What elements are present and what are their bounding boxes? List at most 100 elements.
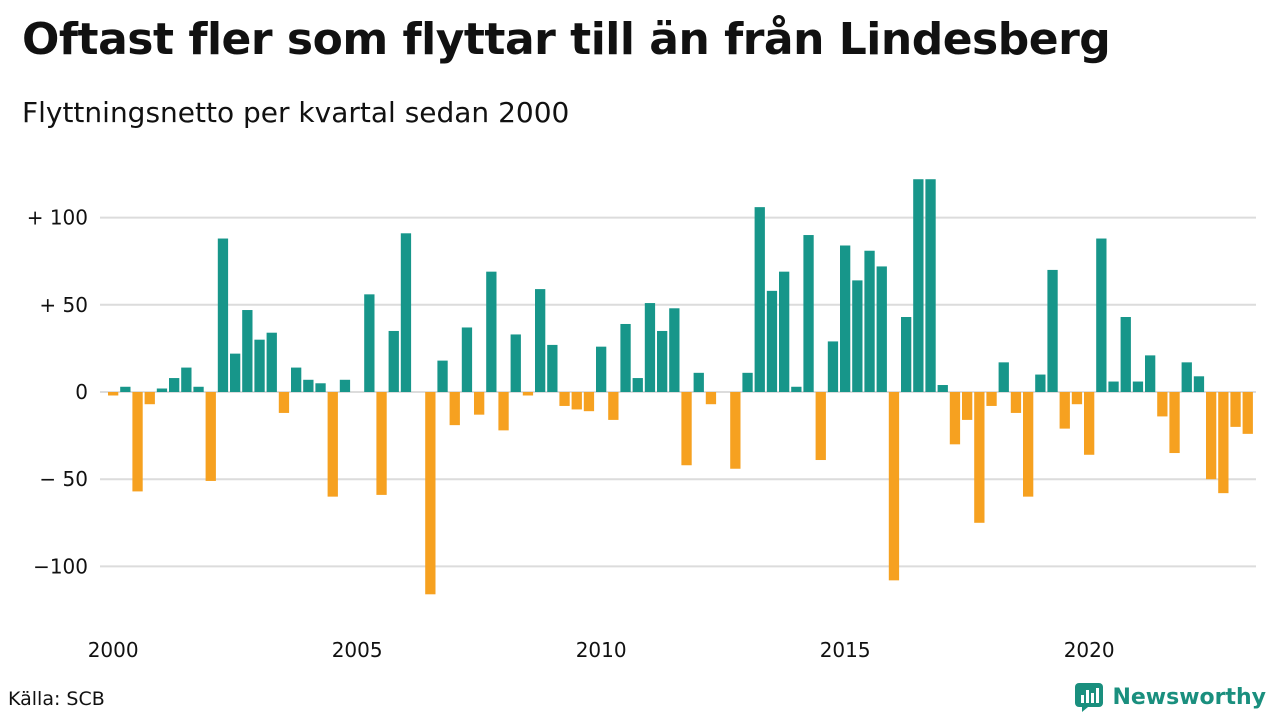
bar bbox=[1230, 392, 1241, 427]
bar bbox=[827, 341, 839, 392]
bar bbox=[339, 379, 351, 392]
bar bbox=[901, 317, 912, 392]
bar bbox=[1047, 269, 1058, 392]
bar bbox=[864, 250, 875, 392]
bar bbox=[730, 392, 741, 469]
chart-title: Oftast fler som flyttar till än från Lin… bbox=[22, 14, 1111, 65]
bar bbox=[535, 289, 546, 392]
bar bbox=[230, 353, 241, 392]
bar bbox=[949, 392, 961, 445]
bar bbox=[657, 330, 668, 392]
bar bbox=[108, 392, 119, 396]
bar bbox=[242, 310, 253, 392]
bar bbox=[217, 238, 229, 392]
bar bbox=[1145, 355, 1156, 392]
bar bbox=[1071, 392, 1083, 405]
bar bbox=[876, 266, 887, 392]
bar bbox=[742, 372, 753, 392]
bar bbox=[1035, 374, 1046, 392]
y-tick-label: 0 bbox=[75, 380, 88, 404]
bar bbox=[1157, 392, 1168, 417]
bar bbox=[1132, 381, 1144, 392]
bar bbox=[766, 290, 778, 392]
bar bbox=[998, 362, 1009, 392]
bar bbox=[1181, 362, 1192, 392]
bar bbox=[205, 392, 216, 481]
y-tick-label: + 50 bbox=[39, 293, 88, 317]
bar bbox=[937, 385, 948, 392]
brand-logo: Newsworthy bbox=[1074, 682, 1266, 712]
bar bbox=[986, 392, 997, 406]
bar bbox=[1023, 392, 1034, 497]
bar bbox=[193, 386, 204, 392]
x-tick-label: 2015 bbox=[820, 638, 871, 662]
bar bbox=[1218, 392, 1229, 494]
y-axis-ticks: + 100 + 50 0 − 50 −100 bbox=[27, 206, 88, 579]
bar bbox=[1120, 317, 1131, 392]
x-tick-label: 2000 bbox=[88, 638, 139, 662]
bar bbox=[840, 245, 851, 392]
bar bbox=[132, 392, 143, 492]
brand-name: Newsworthy bbox=[1112, 684, 1266, 710]
bar bbox=[1084, 392, 1095, 455]
bar bbox=[266, 332, 277, 392]
bar bbox=[632, 378, 643, 392]
x-tick-label: 2010 bbox=[576, 638, 627, 662]
bar bbox=[522, 392, 534, 396]
bar bbox=[815, 392, 826, 461]
bar bbox=[547, 344, 558, 392]
bar bbox=[962, 392, 973, 420]
bar bbox=[925, 179, 936, 392]
bar bbox=[1108, 381, 1119, 392]
bar bbox=[486, 271, 497, 392]
bar bbox=[559, 392, 570, 406]
bar bbox=[620, 323, 631, 392]
bar bbox=[181, 367, 192, 392]
bar bbox=[449, 392, 460, 426]
bar bbox=[913, 179, 924, 392]
bar bbox=[144, 392, 155, 405]
bar bbox=[644, 303, 656, 392]
bar bbox=[120, 386, 131, 392]
bar bbox=[791, 386, 802, 392]
source-label: Källa: SCB bbox=[8, 688, 105, 710]
bar bbox=[1059, 392, 1070, 429]
bar-chart: + 100 + 50 0 − 50 −100 2000 2005 2010 2015 2020 bbox=[27, 179, 1256, 662]
bar bbox=[1206, 392, 1217, 480]
bar bbox=[1169, 392, 1180, 454]
x-tick-label: 2020 bbox=[1064, 638, 1115, 662]
bar bbox=[583, 392, 595, 412]
bar bbox=[498, 392, 509, 431]
bar bbox=[754, 207, 765, 392]
bar bbox=[1096, 238, 1107, 392]
bar bbox=[681, 392, 692, 466]
y-tick-label: −100 bbox=[33, 554, 88, 578]
bar bbox=[315, 383, 326, 392]
bar bbox=[425, 392, 436, 595]
bar bbox=[437, 360, 448, 392]
bar bbox=[779, 271, 790, 392]
bar bbox=[571, 392, 582, 410]
chart-subtitle: Flyttningsnetto per kvartal sedan 2000 bbox=[22, 96, 570, 129]
bar bbox=[888, 392, 900, 581]
bar bbox=[364, 294, 375, 392]
bar bbox=[596, 346, 607, 392]
bar bbox=[974, 392, 985, 523]
bar bbox=[169, 378, 180, 392]
bar bbox=[291, 367, 302, 392]
bar bbox=[388, 330, 399, 392]
bar bbox=[156, 388, 168, 392]
newsworthy-logo-icon bbox=[1075, 683, 1104, 712]
bar bbox=[474, 392, 485, 415]
y-tick-label: + 100 bbox=[27, 206, 88, 230]
bar bbox=[303, 379, 314, 392]
bar bbox=[278, 392, 290, 413]
bar bbox=[705, 392, 717, 405]
x-tick-label: 2005 bbox=[332, 638, 383, 662]
bar bbox=[510, 334, 521, 392]
bar bbox=[376, 392, 387, 495]
bar bbox=[400, 233, 412, 392]
bar bbox=[1010, 392, 1022, 413]
bar bbox=[254, 339, 265, 392]
bar bbox=[327, 392, 338, 497]
